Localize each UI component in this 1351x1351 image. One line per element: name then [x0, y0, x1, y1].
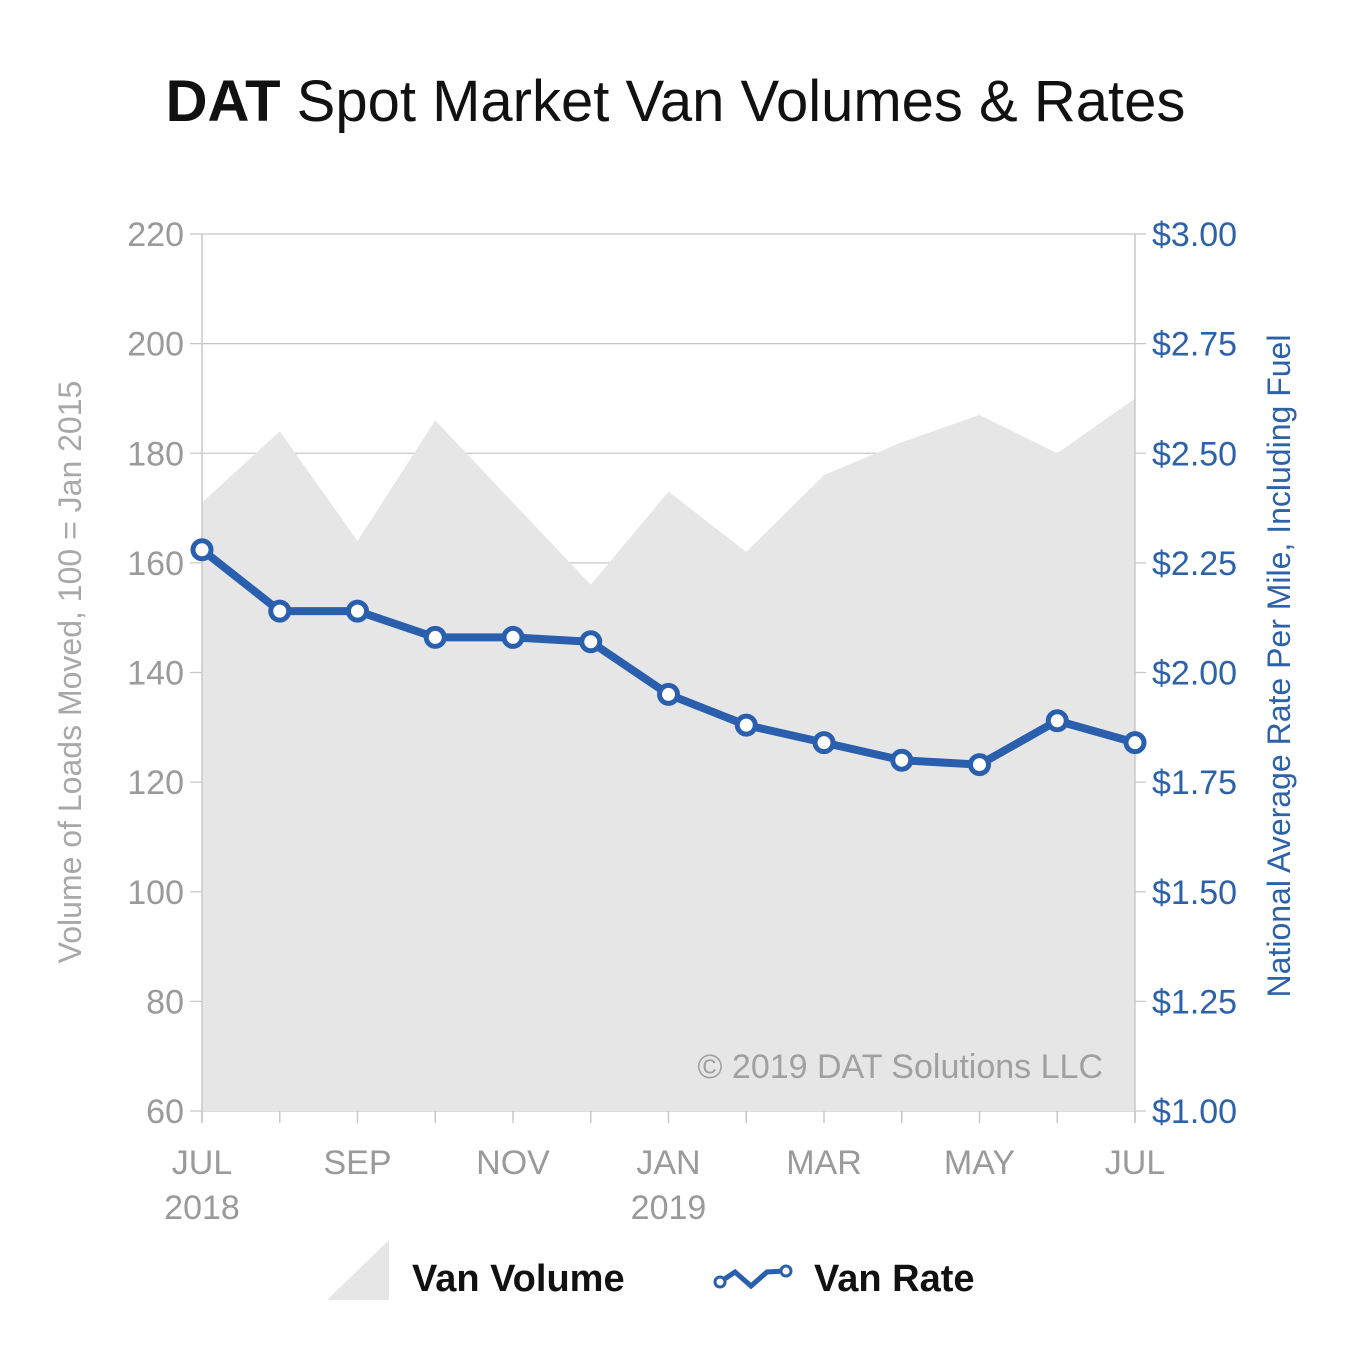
rate-point: [346, 599, 369, 623]
legend-rate-icon: [713, 1264, 793, 1290]
legend-volume-swatch: [327, 1240, 389, 1300]
y-right-tick-label: $2.00: [1152, 655, 1237, 693]
x-tick-label: MAY: [944, 1144, 1015, 1182]
x-tick-year-label: 2019: [631, 1189, 707, 1227]
y-left-tick-label: 80: [146, 983, 184, 1021]
chart-title-brand: DAT: [165, 69, 281, 134]
y-right-tick-label: $1.00: [1152, 1093, 1237, 1131]
y-right-tick-label: $1.50: [1152, 874, 1237, 912]
volume-area: [202, 398, 1135, 1111]
x-tick-label: JAN: [636, 1144, 700, 1182]
rate-point: [734, 713, 758, 737]
rate-point: [968, 753, 991, 777]
x-tick-label: MAR: [786, 1144, 862, 1182]
x-tick-label: JUL: [1105, 1144, 1165, 1182]
y-left-tick-label: 140: [127, 655, 184, 693]
chart-title-rest: Spot Market Van Volumes & Rates: [280, 69, 1186, 134]
rate-point: [423, 625, 447, 649]
x-tick-label: JUL: [172, 1144, 232, 1182]
rate-point: [1045, 709, 1069, 733]
tick-labels-layer: 220 200 180 160 140 120 100 80 60 $3.00 $2.75 $2.50…: [127, 216, 1237, 1227]
legend-rate-label: Van Rate: [814, 1258, 975, 1300]
rate-point: [890, 748, 914, 772]
rate-point: [268, 599, 292, 623]
rate-point: [657, 682, 680, 706]
y-right-tick-label: $2.75: [1152, 326, 1237, 364]
chart-title: DAT Spot Market Van Volumes & Rates: [0, 68, 1351, 135]
copyright-watermark: © 2019 DAT Solutions LLC: [697, 1048, 1103, 1086]
y-left-tick-label: 160: [127, 545, 184, 583]
x-tick-label: SEP: [323, 1144, 391, 1182]
y-left-tick-label: 220: [127, 216, 184, 254]
y-right-tick-label: $1.25: [1152, 983, 1237, 1021]
y-right-tick-label: $2.50: [1152, 435, 1237, 473]
y-left-tick-label: 200: [127, 326, 184, 364]
y-right-tick-label: $1.75: [1152, 764, 1237, 802]
y-axis-right-label: National Average Rate Per Mile, Includin…: [1261, 335, 1297, 998]
axes-layer: [201, 234, 1136, 1123]
legend: Van Volume Van Rate: [327, 1240, 975, 1300]
legend-volume-label: Van Volume: [412, 1258, 625, 1300]
y-right-tick-label: $2.25: [1152, 545, 1237, 583]
x-tick-label: NOV: [476, 1144, 550, 1182]
rate-point: [812, 731, 836, 755]
y-left-tick-label: 100: [127, 874, 184, 912]
rate-points-layer: [190, 538, 1147, 777]
y-axis-left-label: Volume of Loads Moved, 100 = Jan 2015: [52, 381, 88, 964]
rate-point: [579, 630, 603, 654]
y-left-tick-label: 60: [146, 1093, 184, 1131]
y-right-tick-label: $3.00: [1152, 216, 1237, 254]
y-left-tick-label: 120: [127, 764, 184, 802]
rate-point: [501, 625, 525, 649]
rate-point: [1123, 731, 1147, 755]
rate-point: [190, 538, 214, 562]
volume-area-layer: [202, 398, 1135, 1111]
x-tick-year-label: 2018: [164, 1189, 240, 1227]
y-left-tick-label: 180: [127, 435, 184, 473]
